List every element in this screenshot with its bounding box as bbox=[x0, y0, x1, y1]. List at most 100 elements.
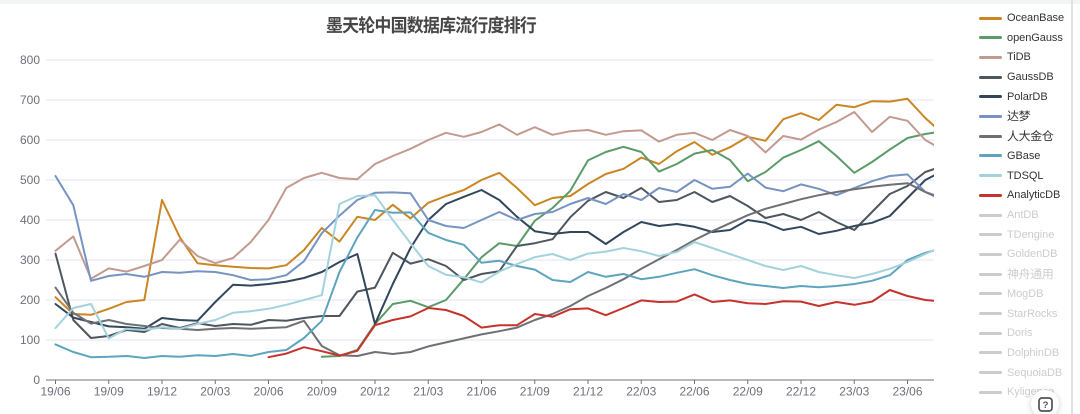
x-axis-label: 19/09 bbox=[94, 385, 124, 399]
legend-label: GBase bbox=[1007, 149, 1041, 162]
legend-item-OceanBase[interactable]: OceanBase bbox=[979, 11, 1064, 25]
legend-item-PolarDB[interactable]: PolarDB bbox=[979, 90, 1048, 104]
x-axis-label: 22/12 bbox=[786, 385, 816, 399]
legend-line-marker bbox=[979, 193, 1002, 197]
series-line-达梦 bbox=[54, 172, 934, 282]
series-line-GaussDB bbox=[54, 167, 934, 339]
legend-label-text bbox=[1007, 110, 1031, 122]
legend-label-text bbox=[1007, 267, 1053, 280]
top-strip bbox=[0, 0, 1080, 4]
legend-item-StarRocks[interactable]: StarRocks bbox=[979, 307, 1057, 321]
y-axis-label: 800 bbox=[20, 53, 40, 67]
x-axis-label: 22/03 bbox=[626, 385, 656, 399]
legend-line-marker bbox=[979, 390, 1002, 394]
legend-label: GoldenDB bbox=[1007, 248, 1058, 261]
chart-title-text bbox=[326, 16, 537, 34]
legend-label: MogDB bbox=[1007, 287, 1044, 300]
x-axis-label: 20/03 bbox=[200, 385, 230, 399]
series-line-PolarDB bbox=[54, 174, 934, 330]
legend-label: 神舟通用 bbox=[1007, 267, 1054, 282]
legend-item-GoldenDB[interactable]: GoldenDB bbox=[979, 247, 1057, 261]
chart-title: 墨天轮中国数据库流行度排行 bbox=[326, 16, 538, 38]
legend-line-marker bbox=[979, 154, 1002, 158]
legend-item-人大金仓[interactable]: 人大金仓 bbox=[979, 129, 1054, 143]
grid-lines bbox=[46, 59, 934, 341]
legend-label: openGauss bbox=[1007, 31, 1063, 44]
legend-item-Doris[interactable]: Doris bbox=[979, 326, 1032, 340]
y-axis-label: 500 bbox=[20, 173, 40, 187]
series-line-TDSQL bbox=[54, 194, 934, 340]
x-axis-label: 22/06 bbox=[679, 385, 709, 399]
series-line-openGauss bbox=[320, 131, 934, 358]
legend-item-GBase[interactable]: GBase bbox=[979, 149, 1040, 163]
series-line-GBase bbox=[54, 209, 934, 359]
legend-line-marker bbox=[979, 16, 1002, 20]
x-axis-label: 21/12 bbox=[573, 385, 603, 399]
legend-label: StarRocks bbox=[1007, 307, 1058, 320]
series-line-人大金仓 bbox=[54, 182, 934, 357]
legend-line-marker bbox=[979, 174, 1002, 178]
legend-label: TDSQL bbox=[1007, 169, 1044, 182]
legend-line-marker bbox=[979, 371, 1002, 375]
x-axis-label: 22/09 bbox=[733, 385, 763, 399]
legend-label: AnalyticDB bbox=[1007, 189, 1061, 202]
legend-line-marker bbox=[979, 351, 1002, 355]
y-axis-label: 0 bbox=[33, 373, 40, 387]
legend-label: Doris bbox=[1007, 327, 1033, 340]
legend-item-AnalyticDB[interactable]: AnalyticDB bbox=[979, 188, 1060, 202]
x-axis-label: 20/09 bbox=[307, 385, 337, 399]
legend-item-达梦[interactable]: 达梦 bbox=[979, 110, 1031, 124]
legend-label: TDengine bbox=[1007, 228, 1055, 241]
legend-item-GaussDB[interactable]: GaussDB bbox=[979, 70, 1054, 84]
y-axis-label: 200 bbox=[20, 293, 40, 307]
y-axis-label: 300 bbox=[20, 253, 40, 267]
legend-line-marker bbox=[979, 115, 1002, 118]
legend-line-marker bbox=[979, 55, 1002, 59]
legend-line-marker bbox=[979, 252, 1002, 256]
legend-item-SequoiaDB[interactable]: SequoiaDB bbox=[979, 366, 1062, 380]
help-button[interactable]: ? bbox=[1031, 390, 1059, 414]
legend-line-marker bbox=[979, 233, 1002, 237]
legend-item-DolphinDB[interactable]: DolphinDB bbox=[979, 346, 1059, 360]
x-axis-label: 21/09 bbox=[520, 385, 550, 399]
axes: 0 100 200 300 400 500 600 700 800 19/06 19/09 19/12… bbox=[20, 53, 934, 399]
series-line-OceanBase bbox=[54, 97, 934, 316]
legend-item-TiDB[interactable]: TiDB bbox=[979, 50, 1031, 64]
x-axis-label: 20/12 bbox=[360, 385, 390, 399]
series-line-AnalyticDB bbox=[267, 289, 934, 359]
y-axis-label: 600 bbox=[20, 133, 40, 147]
legend-line-marker bbox=[979, 75, 1002, 79]
help-icon: ? bbox=[1037, 396, 1053, 412]
x-axis-label: 20/06 bbox=[253, 385, 283, 399]
y-axis-label: 700 bbox=[20, 93, 40, 107]
legend-label: PolarDB bbox=[1007, 90, 1048, 103]
legend-item-TDSQL[interactable]: TDSQL bbox=[979, 169, 1043, 183]
legend-label: DolphinDB bbox=[1007, 346, 1060, 359]
legend-item-AntDB[interactable]: AntDB bbox=[979, 208, 1039, 222]
legend-label: AntDB bbox=[1007, 209, 1039, 221]
x-axis-label: 21/06 bbox=[466, 385, 496, 399]
legend-label: TiDB bbox=[1007, 51, 1031, 64]
legend-line-marker bbox=[979, 95, 1002, 99]
svg-text:?: ? bbox=[1042, 400, 1048, 411]
y-axis-label: 100 bbox=[20, 333, 40, 347]
x-axis-label: 19/12 bbox=[147, 385, 177, 399]
legend-item-TDengine[interactable]: TDengine bbox=[979, 228, 1054, 242]
x-axis-label: 23/06 bbox=[892, 385, 922, 399]
legend-item-MogDB[interactable]: MogDB bbox=[979, 287, 1043, 301]
legend-item-神舟通用[interactable]: 神舟通用 bbox=[979, 267, 1054, 281]
series-lines bbox=[54, 97, 934, 359]
x-axis-label: 21/03 bbox=[413, 385, 443, 399]
legend-line-marker bbox=[979, 36, 1002, 40]
x-axis-label: 23/03 bbox=[839, 385, 869, 399]
legend-item-openGauss[interactable]: openGauss bbox=[979, 31, 1063, 45]
legend-label: SequoiaDB bbox=[1007, 366, 1063, 379]
legend-label: 人大金仓 bbox=[1007, 129, 1054, 144]
legend-line-marker bbox=[979, 331, 1002, 335]
right-border bbox=[1071, 0, 1073, 414]
legend-line-marker bbox=[979, 292, 1002, 296]
legend-label: OceanBase bbox=[1007, 12, 1065, 24]
